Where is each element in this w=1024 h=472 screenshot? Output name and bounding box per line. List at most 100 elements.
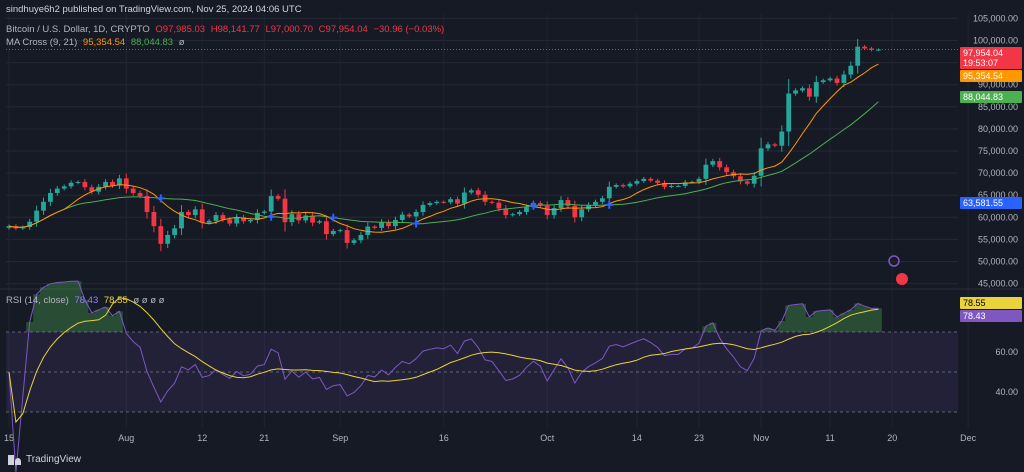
candle-body (496, 202, 502, 209)
candle-body (855, 46, 861, 66)
candle-body (220, 215, 226, 220)
candle-body (130, 188, 136, 193)
candle-body (620, 185, 626, 187)
rsi-legend[interactable]: RSI (14, close) 78.43 78.55 ø ø ø ø (6, 295, 167, 306)
candle-body (758, 148, 764, 176)
candle-body (738, 176, 743, 182)
high-value: H98,141.77 (210, 24, 260, 35)
candle-body (627, 183, 633, 187)
candle-body (751, 175, 757, 184)
candle-body (841, 74, 847, 83)
close-value: C97,954.04 (318, 24, 368, 35)
date-tick-label: Dec (960, 433, 977, 443)
candle-body (634, 181, 640, 184)
symbol-legend[interactable]: Bitcoin / U.S. Dollar, 1D, CRYPTO O97,98… (6, 24, 447, 35)
change-value: −30.96 (−0.03%) (373, 24, 445, 35)
candle-body (675, 185, 681, 187)
candle-body (537, 203, 543, 206)
candle-body (110, 181, 115, 186)
candle-body (158, 226, 164, 244)
low-value: L97,000.70 (265, 24, 314, 35)
candle-body (337, 230, 343, 232)
candle-body (379, 222, 384, 228)
ma-label: MA Cross (9, 21) (6, 37, 78, 48)
date-tick-label: 21 (259, 433, 269, 443)
candle-body (565, 200, 571, 206)
candle-body (399, 214, 405, 220)
candle-body (82, 181, 88, 188)
candle-body (834, 78, 840, 83)
candle-body (213, 215, 219, 221)
brand-text: TradingView (26, 454, 82, 465)
candle-body (351, 240, 357, 243)
candle-body (524, 207, 529, 212)
candle-body (365, 226, 371, 235)
candle-body (827, 78, 833, 81)
candle-body (248, 219, 253, 222)
price-tick-label: 50,000.00 (978, 256, 1018, 266)
ma-slow-value: 88,044.83 (130, 37, 174, 48)
candle-body (358, 234, 364, 241)
candle-body (344, 230, 350, 243)
candle-body (268, 196, 274, 212)
candle-body (282, 198, 288, 223)
candle-body (641, 178, 647, 182)
candle-body (179, 211, 184, 229)
candle-body (192, 209, 198, 216)
ma-legend[interactable]: MA Cross (9, 21) 95,354.54 88,044.83 ø (6, 37, 188, 48)
date-tick-label: Nov (753, 433, 770, 443)
candle-body (869, 48, 874, 50)
candle-body (413, 211, 419, 217)
candle-body (600, 198, 605, 202)
candle-body (717, 161, 723, 168)
candle-body (172, 228, 177, 235)
candle-body (793, 90, 798, 94)
rsi-line (8, 280, 879, 472)
candle-body (206, 220, 212, 223)
candle-body (441, 201, 447, 203)
candle-body (386, 222, 391, 227)
candle-body (27, 221, 33, 228)
price-tick-label: 45,000.00 (978, 279, 1018, 289)
candle-body (41, 201, 46, 211)
candle-body (682, 182, 688, 186)
candle-body (324, 221, 329, 235)
candle-body (54, 188, 60, 193)
rsi-tick-label: 60.00 (995, 347, 1018, 357)
candle-body (489, 201, 495, 203)
candle-body (151, 211, 157, 227)
ma-cross-marker (329, 213, 338, 222)
candle-body (61, 186, 67, 189)
candle-body (462, 192, 467, 204)
candle-body (48, 192, 53, 202)
rsi-extras: ø ø ø ø (133, 295, 165, 306)
ma-slow-line (8, 101, 879, 228)
candle-body (330, 230, 336, 235)
candle-body (848, 65, 854, 75)
price-tick-label: 105,000.00 (973, 13, 1018, 23)
tradingview-brand[interactable]: TradingView (8, 454, 81, 465)
candle-body (503, 208, 509, 216)
candle-body (117, 178, 122, 186)
countdown: 19:53:07 (963, 58, 999, 68)
candle-body (186, 211, 191, 216)
price-tick-label: 85,000.00 (978, 102, 1018, 112)
date-tick-label: 11 (825, 433, 834, 443)
candle-body (427, 203, 433, 205)
date-tick-label: 12 (197, 433, 207, 443)
ma-fast-value: 95,354.54 (82, 37, 126, 48)
candle-body (372, 226, 378, 228)
candle-body (786, 93, 792, 132)
candle-body (807, 88, 812, 97)
date-tick-label: 16 (439, 433, 449, 443)
flag-marker-icon (896, 273, 908, 285)
rsi-tick-label: 40.00 (995, 387, 1018, 397)
candle-body (551, 208, 557, 216)
date-tick-label: Oct (540, 433, 555, 443)
candle-body (317, 221, 322, 223)
candle-body (772, 144, 778, 146)
candle-body (655, 180, 660, 183)
rsi-overbought-fill (26, 281, 882, 332)
candle-body (572, 205, 578, 218)
candle-body (876, 49, 881, 51)
